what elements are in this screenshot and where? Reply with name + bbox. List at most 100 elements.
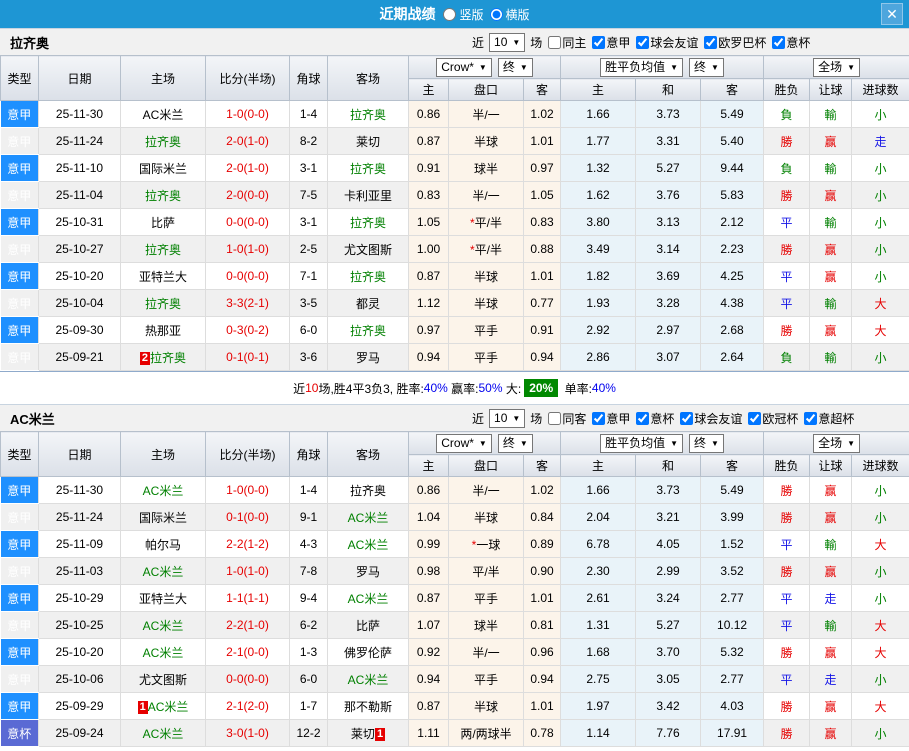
team-name: 拉齐奥 (10, 35, 50, 51)
handicap: 球半 (448, 154, 524, 182)
team-header-ac-milan: AC米兰 近 10 ▼ 场 同客 意甲 意杯 球会友谊 欧冠杯 意超杯 (0, 404, 909, 431)
match-type: 意甲 (0, 638, 39, 666)
avg-odds-select[interactable]: 胜平负均值 ▼ (600, 57, 684, 77)
league-checkbox-input[interactable] (636, 35, 650, 49)
odds-period-select[interactable]: 终 ▼ (497, 57, 533, 77)
home-team: 拉齐奥 (120, 289, 206, 317)
match-result: 勝 (763, 316, 811, 344)
horizontal-layout-radio[interactable]: 横版 (489, 6, 530, 23)
league-checkbox-input[interactable] (592, 35, 606, 49)
home-team: AC米兰 (120, 611, 206, 639)
league-checkbox[interactable]: 欧冠杯 (744, 410, 798, 427)
col-header-let_ball: 让球 (809, 78, 853, 101)
scope-group: 全场 ▼ (763, 431, 909, 455)
score: 3-3(2-1) (205, 289, 290, 317)
league-checkbox-input[interactable] (636, 411, 650, 425)
sections-container: 拉齐奥近 10 ▼ 场同主 意甲 球会友谊 欧罗巴杯 意杯 类型 日期 主场 比分(半场) 角球 客场 Cr… (0, 28, 909, 747)
league-checkbox[interactable]: 球会友谊 (676, 410, 742, 427)
league-checkbox[interactable]: 意杯 (632, 410, 674, 427)
league-checkbox-input[interactable] (748, 411, 762, 425)
avg-draw-odds: 3.13 (635, 208, 702, 236)
filters: 近 10 ▼ 场 同主 意甲 球会友谊 欧罗巴杯 意杯 (472, 32, 810, 52)
match-row: 意甲 25-10-20 亚特兰大 0-0(0-0) 7-1 拉齐奥 0.87 半球 1.01 1.… (0, 262, 909, 290)
league-checkbox[interactable]: 球会友谊 (632, 34, 698, 51)
handicap-result: 輸 (809, 208, 853, 236)
match-date: 25-09-21 (38, 343, 121, 371)
panel-title: 近期战绩 (379, 6, 436, 22)
crown-away-odds: 1.01 (522, 262, 562, 290)
same-venue-checkbox-input[interactable] (548, 35, 562, 49)
home-team: 比萨 (120, 208, 206, 236)
handicap-result: 赢 (809, 316, 853, 344)
home-team: 拉齐奥 (120, 127, 206, 155)
home-team: AC米兰 (120, 557, 206, 585)
league-checkbox-input[interactable] (592, 411, 606, 425)
match-date: 25-10-20 (38, 638, 121, 666)
match-count-select[interactable]: 10 ▼ (489, 32, 526, 52)
col-header-home: 主场 (120, 431, 206, 477)
bookmaker-select[interactable]: Crow* ▼ (436, 433, 492, 453)
vertical-radio-input[interactable] (443, 7, 457, 21)
col-header-goals: 进球数 (851, 78, 909, 101)
vertical-layout-radio[interactable]: 竖版 (443, 6, 484, 23)
match-type: 意甲 (0, 476, 39, 504)
league-checkbox[interactable]: 意甲 (588, 410, 630, 427)
col-header-result: 胜负 (763, 78, 811, 101)
odds-period-select[interactable]: 终 ▼ (497, 433, 533, 453)
handicap-result: 輸 (809, 289, 853, 317)
avg-lose-odds: 3.99 (700, 503, 765, 531)
avg-period-select[interactable]: 终 ▼ (689, 433, 724, 453)
crown-home-odds: 0.87 (408, 262, 449, 290)
score: 2-0(1-0) (205, 127, 290, 155)
avg-odds-group: 胜平负均值 ▼ 终 ▼ (560, 55, 765, 79)
col-header-odds_home: 主 (408, 454, 449, 477)
league-checkbox[interactable]: 意甲 (588, 34, 630, 51)
full-match-select[interactable]: 全场 ▼ (813, 433, 861, 453)
red-number-badge: 1 (137, 700, 148, 714)
away-team: 佛罗伦萨 (327, 638, 409, 666)
league-checkbox[interactable]: 意杯 (768, 34, 810, 51)
avg-lose-odds: 2.68 (700, 316, 765, 344)
close-icon[interactable]: ✕ (881, 3, 903, 25)
horizontal-radio-input[interactable] (489, 7, 503, 21)
summary-token: 近 (293, 381, 306, 396)
league-checkbox[interactable]: 欧罗巴杯 (700, 34, 766, 51)
away-team: 卡利亚里 (327, 181, 409, 209)
avg-lose-odds: 4.38 (700, 289, 765, 317)
avg-odds-select[interactable]: 胜平负均值 ▼ (600, 433, 684, 453)
avg-win-odds: 6.78 (560, 530, 637, 558)
league-checkbox-input[interactable] (804, 411, 818, 425)
league-label: 意杯 (786, 35, 811, 50)
crown-home-odds: 1.00 (408, 235, 449, 263)
full-match-select[interactable]: 全场 ▼ (813, 57, 861, 77)
avg-win-odds: 1.31 (560, 611, 637, 639)
corners: 3-5 (289, 289, 328, 317)
match-count-select[interactable]: 10 ▼ (489, 408, 526, 428)
score: 0-0(0-0) (205, 262, 290, 290)
match-date: 25-11-10 (38, 154, 121, 182)
same-venue-checkbox-input[interactable] (548, 411, 562, 425)
league-checkbox-input[interactable] (680, 411, 694, 425)
match-date: 25-11-24 (38, 503, 121, 531)
bookmaker-select[interactable]: Crow* ▼ (436, 57, 492, 77)
corners: 1-7 (289, 692, 328, 720)
same-venue-checkbox[interactable]: 同主 (544, 34, 586, 51)
avg-draw-odds: 2.99 (635, 557, 702, 585)
handicap-result: 輸 (809, 100, 853, 128)
dropdown-arrow-icon: ▼ (519, 62, 528, 72)
match-type: 意甲 (0, 181, 39, 209)
same-venue-checkbox[interactable]: 同客 (544, 410, 586, 427)
league-checkbox-input[interactable] (704, 35, 718, 49)
home-team: 拉齐奥 (120, 181, 206, 209)
match-date: 25-11-24 (38, 127, 121, 155)
league-checkbox[interactable]: 意超杯 (800, 410, 854, 427)
avg-lose-odds: 5.32 (700, 638, 765, 666)
league-label: 意杯 (650, 411, 675, 426)
crown-away-odds: 0.96 (522, 638, 562, 666)
avg-period-select[interactable]: 终 ▼ (689, 57, 724, 77)
crown-away-odds: 0.90 (522, 557, 562, 585)
league-checkbox-input[interactable] (772, 35, 786, 49)
away-team: AC米兰 (327, 530, 409, 558)
match-type: 意甲 (0, 100, 39, 128)
match-result: 勝 (763, 557, 811, 585)
